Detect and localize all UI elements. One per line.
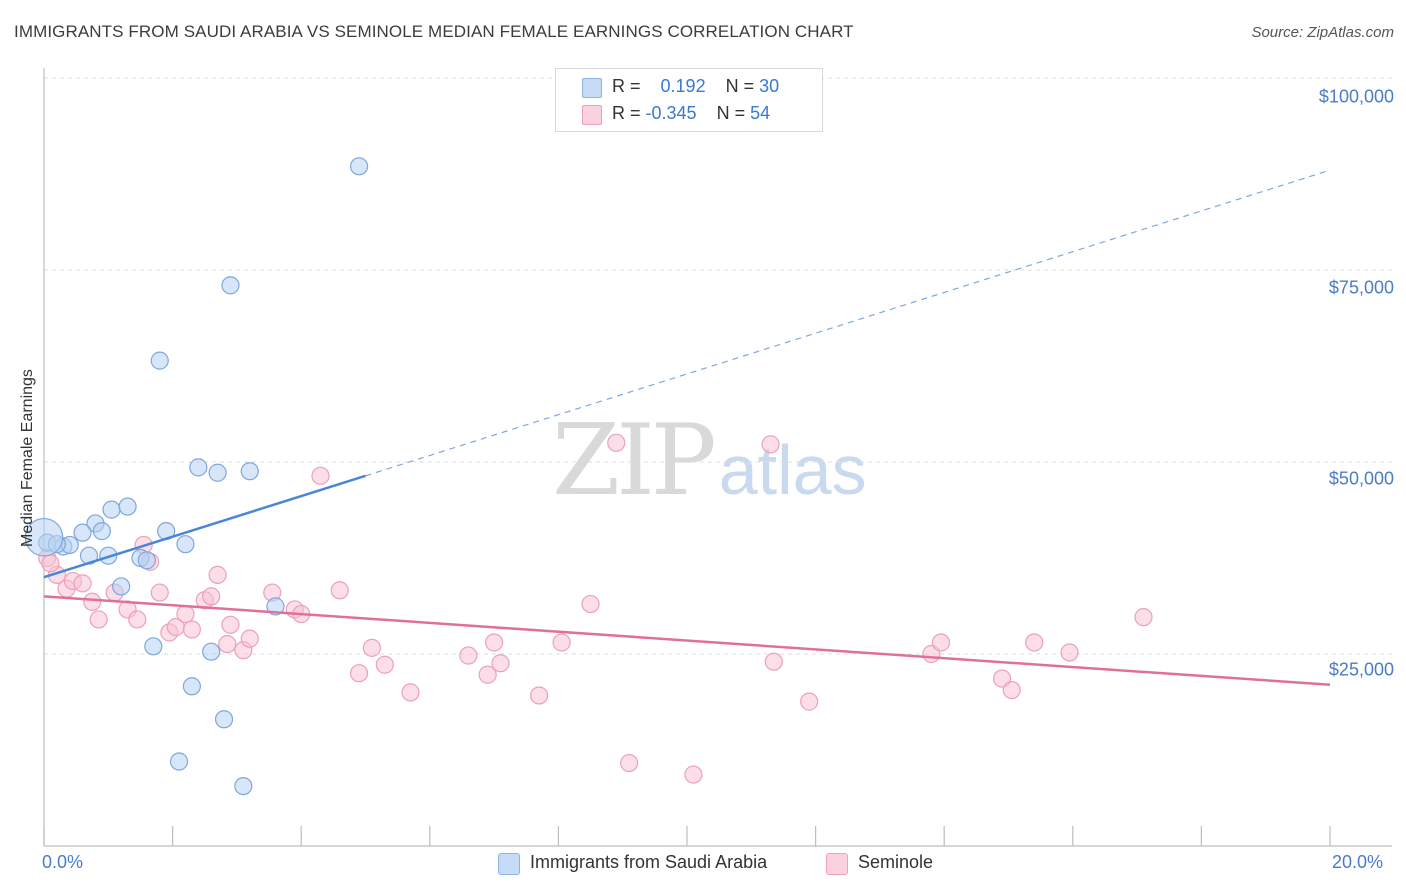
data-point-seminole [41,554,60,573]
y-tick-label: $50,000 [1328,468,1394,489]
data-point-seminole [311,466,330,485]
legend-r-value: -0.345 [645,103,697,123]
data-point-seminole [581,594,600,614]
data-point-seminole [684,765,703,784]
data-point-saudi [202,642,221,661]
data-point-saudi [189,458,208,477]
data-point-seminole [375,655,394,674]
data-point-seminole [552,633,571,652]
data-point-saudi [118,497,137,516]
legend-swatch-saudi [582,78,602,98]
data-point-seminole [491,654,510,673]
y-tick-label: $100,000 [1318,86,1394,107]
data-point-seminole [764,652,783,671]
data-point-saudi [137,551,156,570]
data-point-seminole [182,620,201,639]
x-tick-label: 0.0% [42,852,84,872]
data-point-seminole [128,610,147,629]
legend-r-label: R = [612,103,641,123]
y-tick-label: $25,000 [1328,659,1394,680]
data-point-saudi [144,637,163,656]
data-point-seminole [218,634,237,654]
legend-r-label: R = [612,76,641,96]
data-point-saudi [73,523,92,542]
data-point-seminole [83,592,102,611]
data-point-seminole [761,435,780,454]
trend-line-saudi [43,474,366,579]
data-point-saudi [112,577,131,596]
chart-title: IMMIGRANTS FROM SAUDI ARABIA VS SEMINOLE… [14,22,854,41]
data-point-saudi [169,752,189,771]
data-point-seminole [478,665,497,684]
data-point-seminole [620,753,639,773]
data-point-saudi [240,462,259,481]
data-point-saudi [24,517,64,557]
data-point-seminole [1002,680,1021,700]
legend-n-value: 54 [750,103,771,123]
legend-swatch-seminole [826,853,848,875]
watermark-atlas: atlas [718,431,867,509]
y-axis-label: Median Female Earnings [19,369,36,547]
data-point-seminole [607,433,626,452]
data-point-seminole [176,604,195,624]
data-point-seminole [221,615,240,634]
watermark-zip: ZIP [552,404,717,518]
data-point-seminole [530,686,549,705]
legend-n-value: 30 [759,76,780,96]
data-point-seminole [349,664,369,683]
data-point-seminole [362,638,382,657]
watermark: ZIPatlas [552,404,867,518]
trend-line-seminole [43,595,1331,686]
data-point-seminole [240,629,259,648]
data-point-saudi [214,710,234,729]
data-point-saudi [208,463,227,482]
data-point-seminole [931,633,951,652]
legend-n-label: N = [725,76,755,96]
data-point-saudi [234,776,253,796]
data-point-saudi [221,276,240,295]
data-point-seminole [202,587,221,606]
data-point-seminole [208,565,227,584]
legend-label-seminole: Seminole [858,852,934,872]
data-point-seminole [485,633,504,652]
data-point-saudi [349,157,369,176]
data-point-seminole [800,692,819,711]
source-credit: Source: ZipAtlas.com [1251,24,1394,41]
data-point-seminole [150,583,169,602]
legend-r-value: 0.192 [660,76,706,96]
data-point-seminole [1025,633,1044,652]
data-point-seminole [459,646,478,665]
legend-n-label: N = [716,103,746,123]
data-point-seminole [1134,608,1153,627]
data-point-saudi [102,500,121,519]
data-point-saudi [266,597,285,616]
y-tick-label: $75,000 [1328,277,1394,298]
data-point-seminole [1060,643,1079,662]
data-point-seminole [73,574,92,593]
data-point-seminole [330,581,349,600]
data-point-saudi [150,351,169,370]
legend-swatch-seminole [582,105,602,125]
trend-line-saudi-extension [365,169,1331,477]
correlation-legend: R = 0.192 N = 30 R = -0.345 N = 54 [555,68,823,132]
data-point-seminole [401,683,420,702]
data-point-saudi [182,677,201,696]
legend-label-saudi: Immigrants from Saudi Arabia [530,852,768,872]
data-point-saudi [92,522,111,541]
legend-swatch-saudi [498,853,520,875]
data-point-seminole [89,610,108,629]
x-tick-label: 20.0% [1332,852,1384,872]
data-point-saudi [176,535,195,554]
